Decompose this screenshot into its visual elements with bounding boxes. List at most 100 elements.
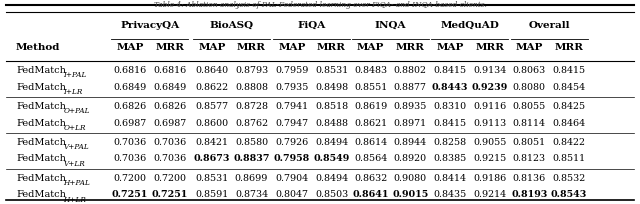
- Text: 0.8762: 0.8762: [235, 119, 268, 128]
- Text: 0.6826: 0.6826: [113, 102, 147, 111]
- Text: 0.8621: 0.8621: [354, 119, 387, 128]
- Text: 0.7935: 0.7935: [275, 83, 308, 92]
- Text: 0.7036: 0.7036: [153, 138, 186, 147]
- Text: 0.8551: 0.8551: [354, 83, 387, 92]
- Text: 0.6987: 0.6987: [153, 119, 186, 128]
- Text: 0.8793: 0.8793: [235, 66, 268, 75]
- Text: 0.8258: 0.8258: [433, 138, 467, 147]
- Text: 0.8415: 0.8415: [433, 119, 467, 128]
- Text: MAP: MAP: [436, 43, 463, 52]
- Text: 0.8734: 0.8734: [235, 190, 268, 199]
- Text: 0.9113: 0.9113: [473, 119, 506, 128]
- Text: MAP: MAP: [357, 43, 384, 52]
- Text: MAP: MAP: [116, 43, 143, 52]
- Text: 0.7947: 0.7947: [275, 119, 308, 128]
- Text: 0.8415: 0.8415: [552, 66, 586, 75]
- Text: 0.8047: 0.8047: [275, 190, 308, 199]
- Text: 0.8051: 0.8051: [513, 138, 546, 147]
- Text: 0.8532: 0.8532: [552, 174, 586, 183]
- Text: 0.8498: 0.8498: [315, 83, 348, 92]
- Text: MRR: MRR: [475, 43, 504, 52]
- Text: 0.8808: 0.8808: [235, 83, 268, 92]
- Text: 0.8837: 0.8837: [233, 154, 270, 163]
- Text: 0.8055: 0.8055: [513, 102, 546, 111]
- Text: 0.8080: 0.8080: [513, 83, 546, 92]
- Text: FedMatch: FedMatch: [16, 154, 66, 163]
- Text: 0.8425: 0.8425: [552, 102, 586, 111]
- Text: 0.8136: 0.8136: [513, 174, 546, 183]
- Text: 0.8699: 0.8699: [235, 174, 268, 183]
- Text: 0.6816: 0.6816: [113, 66, 147, 75]
- Text: Overall: Overall: [529, 21, 570, 30]
- Text: 0.8619: 0.8619: [354, 102, 387, 111]
- Text: I+PAL: I+PAL: [63, 71, 87, 80]
- Text: 0.8543: 0.8543: [551, 190, 587, 199]
- Text: MRR: MRR: [237, 43, 266, 52]
- Text: INQA: INQA: [374, 21, 406, 30]
- Text: 0.8564: 0.8564: [354, 154, 387, 163]
- Text: 0.7200: 0.7200: [153, 174, 186, 183]
- Text: 0.7959: 0.7959: [275, 66, 308, 75]
- Text: MAP: MAP: [516, 43, 543, 52]
- Text: 0.7251: 0.7251: [152, 190, 188, 199]
- Text: MedQuAD: MedQuAD: [440, 21, 499, 30]
- Text: 0.8944: 0.8944: [394, 138, 427, 147]
- Text: 0.8531: 0.8531: [315, 66, 348, 75]
- Text: 0.8622: 0.8622: [195, 83, 228, 92]
- Text: 0.8415: 0.8415: [433, 66, 467, 75]
- Text: 0.6849: 0.6849: [153, 83, 186, 92]
- Text: 0.8114: 0.8114: [513, 119, 546, 128]
- Text: FedMatch: FedMatch: [16, 138, 66, 147]
- Text: 0.8549: 0.8549: [314, 154, 349, 163]
- Text: 0.8577: 0.8577: [195, 102, 228, 111]
- Text: 0.9186: 0.9186: [473, 174, 506, 183]
- Text: 0.8591: 0.8591: [195, 190, 228, 199]
- Text: 0.8123: 0.8123: [513, 154, 546, 163]
- Text: 0.8310: 0.8310: [433, 102, 467, 111]
- Text: 0.8935: 0.8935: [394, 102, 427, 111]
- Text: 0.8877: 0.8877: [394, 83, 427, 92]
- Text: MAP: MAP: [278, 43, 305, 52]
- Text: 0.6987: 0.6987: [113, 119, 147, 128]
- Text: BioASQ: BioASQ: [210, 21, 253, 30]
- Text: O+PAL: O+PAL: [63, 107, 90, 115]
- Text: 0.8920: 0.8920: [394, 154, 427, 163]
- Text: MRR: MRR: [554, 43, 584, 52]
- Text: V+PAL: V+PAL: [63, 143, 89, 151]
- Text: 0.9055: 0.9055: [473, 138, 506, 147]
- Text: 0.8422: 0.8422: [552, 138, 586, 147]
- Text: MRR: MRR: [155, 43, 184, 52]
- Text: 0.7958: 0.7958: [274, 154, 310, 163]
- Text: 0.9134: 0.9134: [473, 66, 506, 75]
- Text: Method: Method: [16, 43, 60, 52]
- Text: 0.8673: 0.8673: [193, 154, 230, 163]
- Text: 0.8614: 0.8614: [354, 138, 387, 147]
- Text: 0.8641: 0.8641: [352, 190, 389, 199]
- Text: 0.8580: 0.8580: [235, 138, 268, 147]
- Text: 0.6849: 0.6849: [113, 83, 147, 92]
- Text: 0.7251: 0.7251: [112, 190, 148, 199]
- Text: 0.7036: 0.7036: [113, 138, 147, 147]
- Text: PrivacyQA: PrivacyQA: [120, 21, 179, 30]
- Text: 0.9239: 0.9239: [472, 83, 508, 92]
- Text: 0.7941: 0.7941: [275, 102, 308, 111]
- Text: 0.8443: 0.8443: [431, 83, 468, 92]
- Text: 0.7036: 0.7036: [113, 154, 147, 163]
- Text: 0.8728: 0.8728: [235, 102, 268, 111]
- Text: 0.8063: 0.8063: [513, 66, 546, 75]
- Text: 0.9015: 0.9015: [392, 190, 428, 199]
- Text: 0.8503: 0.8503: [315, 190, 348, 199]
- Text: 0.8802: 0.8802: [394, 66, 427, 75]
- Text: H+LR: H+LR: [63, 196, 86, 204]
- Text: 0.7200: 0.7200: [113, 174, 147, 183]
- Text: 0.8414: 0.8414: [433, 174, 467, 183]
- Text: FedMatch: FedMatch: [16, 83, 66, 92]
- Text: FedMatch: FedMatch: [16, 66, 66, 75]
- Text: Table 4: Ablation analysis of PAL-Federated learning over FiQA- and INQA-based c: Table 4: Ablation analysis of PAL-Federa…: [154, 1, 486, 9]
- Text: 0.8454: 0.8454: [552, 83, 586, 92]
- Text: 0.8531: 0.8531: [195, 174, 228, 183]
- Text: 0.7036: 0.7036: [153, 154, 186, 163]
- Text: 0.8640: 0.8640: [195, 66, 228, 75]
- Text: 0.9116: 0.9116: [473, 102, 506, 111]
- Text: 0.8193: 0.8193: [511, 190, 547, 199]
